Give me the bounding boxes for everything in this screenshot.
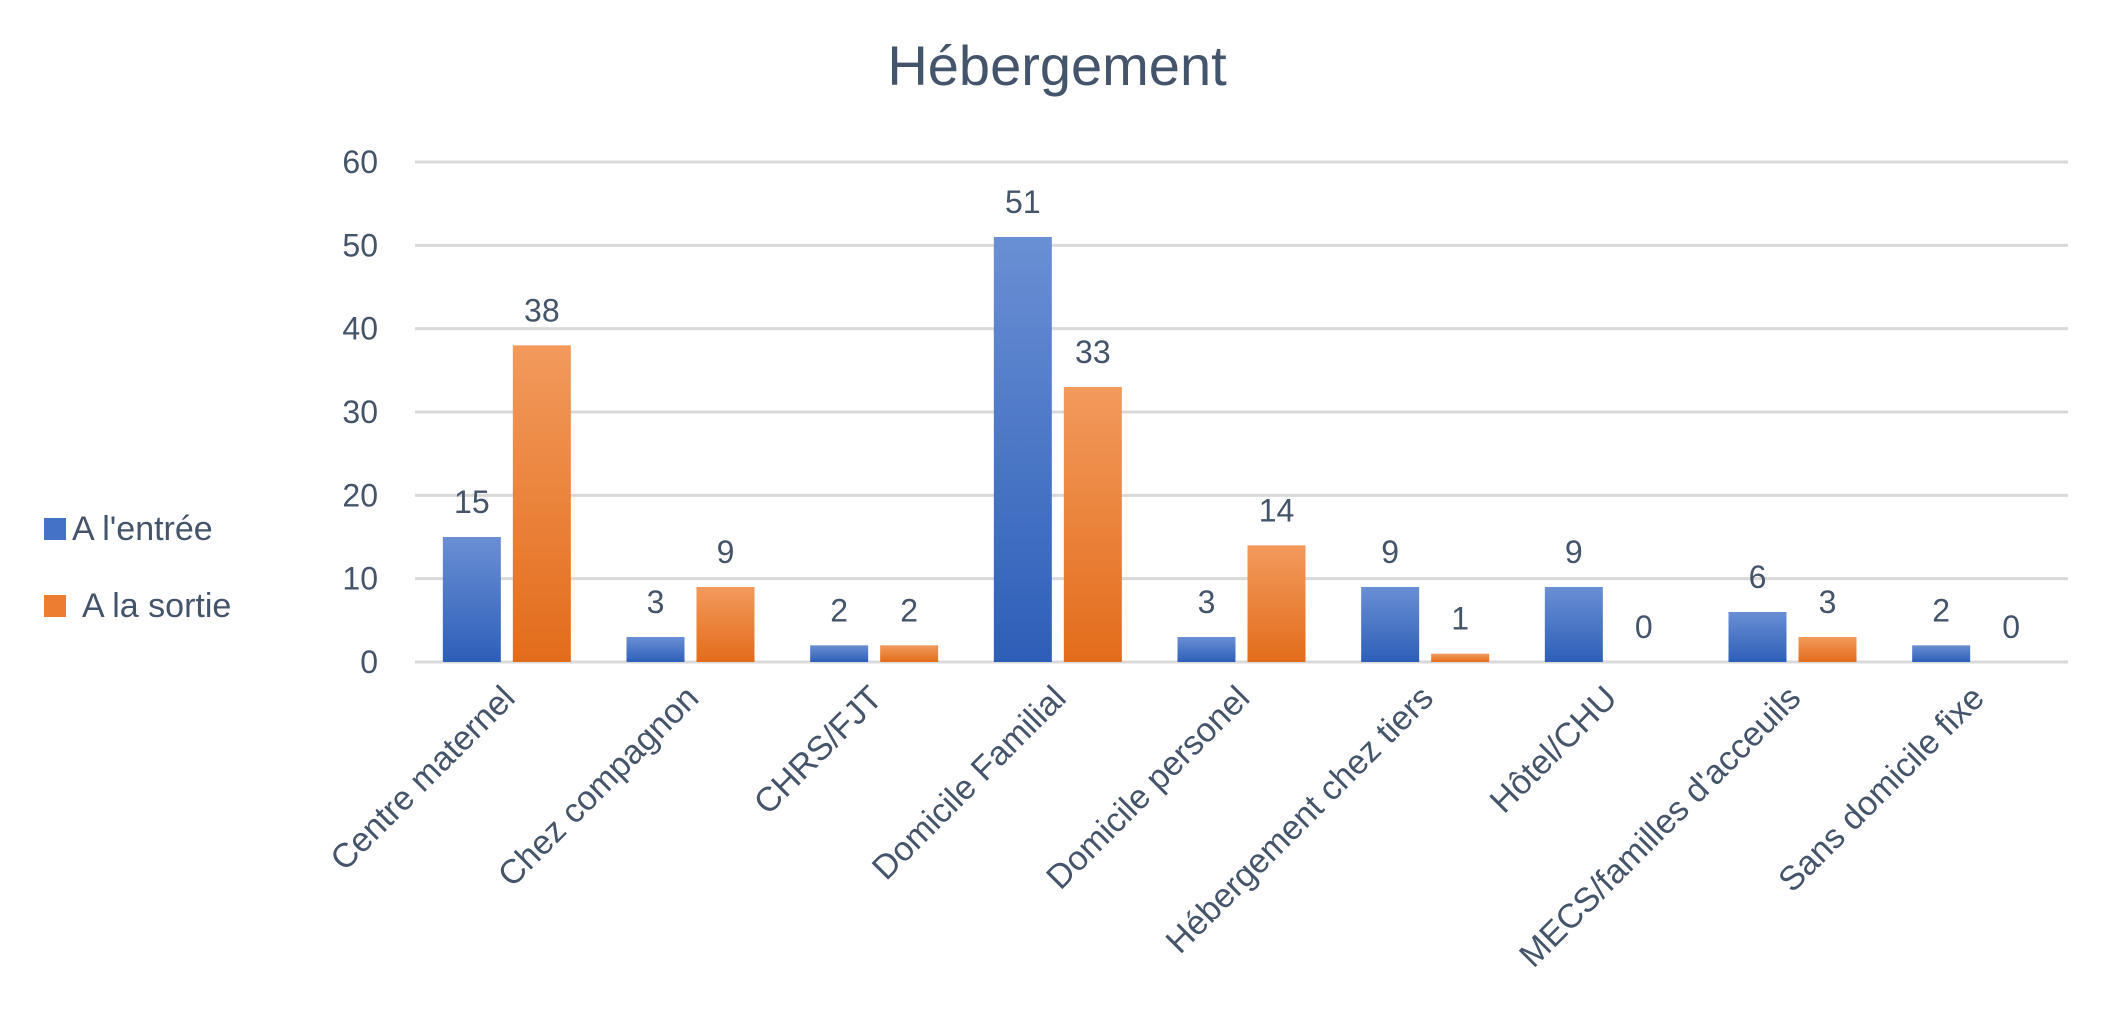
x-category-label: Domicile Familial	[865, 679, 1074, 888]
legend-label: A l'entrée	[72, 510, 213, 548]
data-label: 9	[1381, 534, 1399, 570]
data-label: 2	[830, 592, 848, 628]
data-label: 14	[1259, 492, 1295, 528]
bar	[1247, 545, 1306, 662]
y-tick-label: 50	[342, 227, 378, 263]
legend: A l'entrée A la sortie	[44, 510, 231, 625]
data-label: 33	[1075, 334, 1111, 370]
data-label: 15	[454, 484, 490, 520]
x-category-label: Centre maternel	[323, 679, 522, 878]
data-label: 0	[1635, 609, 1653, 645]
bar	[1544, 587, 1603, 662]
y-tick-label: 0	[360, 644, 378, 680]
x-category-label: Domicile personel	[1039, 679, 1257, 897]
x-category-label: Sans domicile fixe	[1771, 679, 1992, 900]
bar	[810, 645, 869, 662]
bars	[442, 237, 1971, 662]
bar	[993, 237, 1052, 662]
data-label: 1	[1451, 601, 1469, 637]
bar	[626, 637, 685, 662]
x-category-label: Hôtel/CHU	[1483, 679, 1625, 821]
bar	[1063, 387, 1122, 662]
y-axis-ticks: 0 10 20 30 40 50 60	[342, 144, 378, 680]
bar	[1431, 653, 1490, 662]
y-tick-label: 10	[342, 561, 378, 597]
bar	[1728, 612, 1787, 662]
bar	[1177, 637, 1236, 662]
data-label: 9	[1565, 534, 1583, 570]
chart-title: Hébergement	[887, 34, 1227, 97]
bar	[442, 537, 501, 662]
data-label: 9	[717, 534, 735, 570]
legend-swatch	[44, 518, 66, 540]
bar	[880, 645, 939, 662]
bar	[1361, 587, 1420, 662]
y-tick-label: 40	[342, 311, 378, 347]
data-label: 3	[1198, 584, 1216, 620]
data-label: 2	[1932, 592, 1950, 628]
y-tick-label: 20	[342, 477, 378, 513]
bar	[696, 587, 755, 662]
y-tick-label: 60	[342, 144, 378, 180]
legend-label: A la sortie	[82, 587, 231, 625]
y-tick-label: 30	[342, 394, 378, 430]
x-category-label: CHRS/FJT	[747, 679, 890, 822]
data-label: 3	[1819, 584, 1837, 620]
data-label: 0	[2002, 609, 2020, 645]
legend-swatch	[44, 595, 66, 617]
gridlines	[415, 160, 2068, 664]
bar	[1798, 637, 1857, 662]
bar	[1912, 645, 1971, 662]
bar	[512, 345, 571, 662]
data-label: 2	[900, 592, 918, 628]
data-label: 3	[647, 584, 665, 620]
data-label: 38	[524, 292, 560, 328]
x-category-label: Chez compagnon	[491, 679, 706, 894]
data-label: 6	[1749, 559, 1767, 595]
data-label: 51	[1005, 184, 1041, 220]
